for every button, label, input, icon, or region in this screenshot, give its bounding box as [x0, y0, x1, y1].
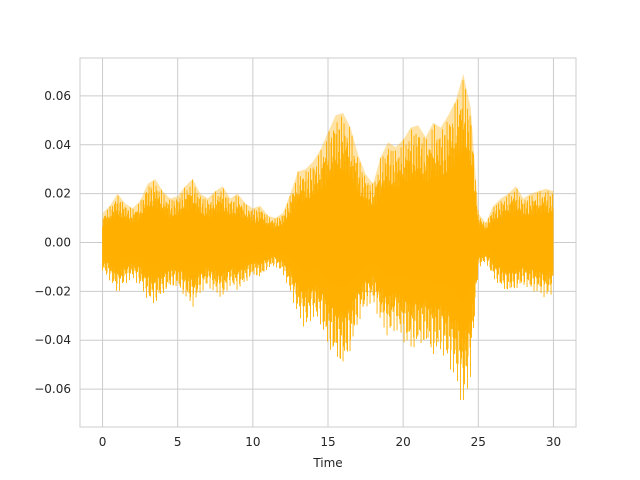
y-tick-labels: −0.06 −0.04 −0.02 0.00 0.02 0.04 0.06	[34, 89, 71, 396]
x-tick-label: 25	[471, 435, 486, 449]
x-axis-label: Time	[312, 456, 342, 470]
series-layer	[102, 73, 554, 400]
x-tick-label: 30	[546, 435, 561, 449]
axes-frame	[79, 57, 577, 428]
x-tick-label: 20	[396, 435, 411, 449]
y-tick-label: −0.02	[34, 284, 71, 298]
y-tick-label: 0.02	[44, 187, 71, 201]
spines	[79, 57, 577, 428]
y-tick-label: −0.04	[34, 333, 71, 347]
waveform-series	[102, 80, 554, 400]
y-tick-label: 0.06	[44, 89, 71, 103]
x-tick-label: 10	[245, 435, 260, 449]
waveform-core	[102, 73, 554, 302]
x-tick-label: 15	[320, 435, 335, 449]
x-tick-labels: 0 5 10 15 20 25 30	[99, 435, 561, 449]
x-tick-label: 5	[174, 435, 182, 449]
y-tick-label: 0.04	[44, 138, 71, 152]
y-tick-label: 0.00	[44, 236, 71, 250]
y-tick-label: −0.06	[34, 382, 71, 396]
x-tick-label: 0	[99, 435, 107, 449]
